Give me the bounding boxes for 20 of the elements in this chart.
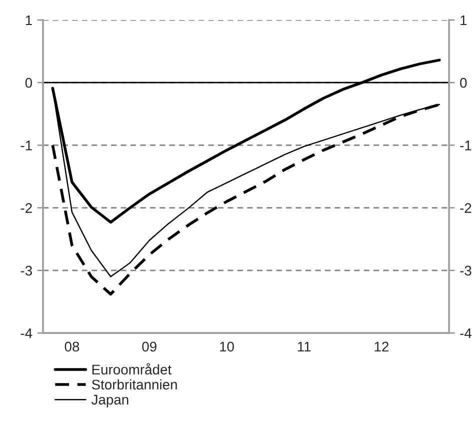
y-tick-label: 1: [26, 15, 32, 26]
y2-tick-label: -2: [460, 203, 472, 213]
y-tick-label: -1: [20, 140, 32, 150]
y-tick-label: -3: [20, 266, 32, 276]
y2-tick-label: -4: [460, 328, 472, 338]
legend-label: Euroområdet: [92, 363, 172, 375]
x-tick-label: 12: [374, 342, 388, 352]
x-tick-label: 11: [298, 342, 311, 352]
y2-tick-label: -1: [460, 140, 472, 150]
y2-tick-label: 1: [460, 15, 467, 26]
y2-tick-label: 0: [460, 78, 467, 88]
y-tick-label: 0: [25, 78, 32, 88]
legend-label: Japan: [92, 394, 128, 408]
y-tick-label: -2: [20, 203, 32, 213]
legend-label: Storbritannien: [92, 379, 177, 390]
y2-tick-label: -3: [460, 266, 472, 276]
x-tick-label: 10: [220, 342, 234, 352]
y-tick-label: -4: [20, 328, 32, 338]
x-tick-label: 09: [142, 342, 156, 352]
x-tick-label: 08: [64, 342, 80, 352]
